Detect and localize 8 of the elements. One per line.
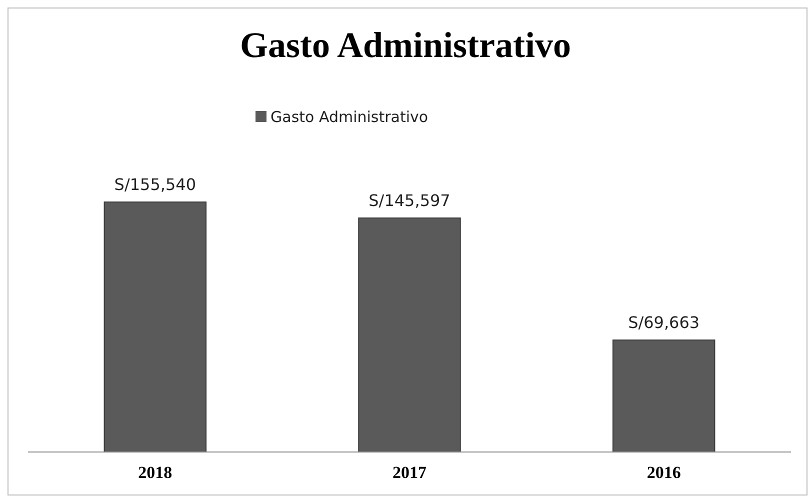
data-label: S/69,663 bbox=[628, 313, 700, 332]
legend-label: Gasto Administrativo bbox=[270, 108, 428, 126]
x-tick-label: 2016 bbox=[646, 463, 681, 482]
data-label: S/145,597 bbox=[368, 190, 450, 210]
x-tick-label: 2017 bbox=[392, 463, 427, 482]
data-label: S/155,540 bbox=[114, 175, 196, 194]
x-tick-label: 2018 bbox=[138, 463, 172, 482]
chart-title: Gasto Administrativo bbox=[240, 25, 572, 65]
